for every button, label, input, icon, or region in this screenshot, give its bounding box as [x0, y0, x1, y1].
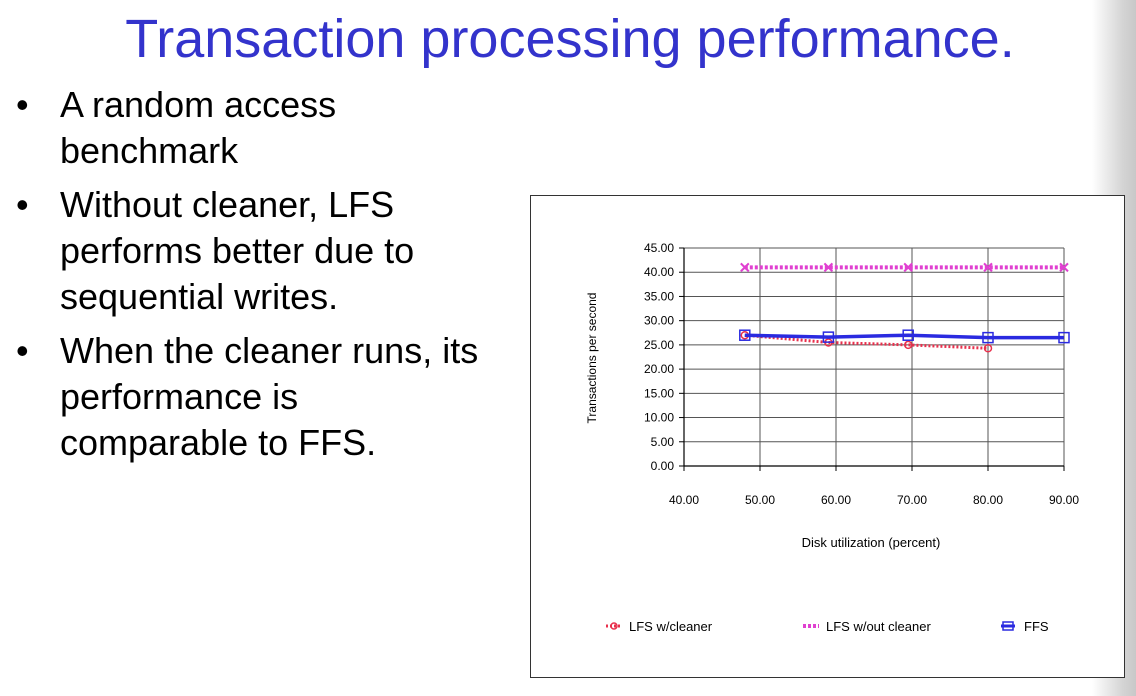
legend-label: LFS w/cleaner	[629, 619, 713, 634]
bullet-text: When the cleaner runs, its performance i…	[60, 330, 479, 463]
data-point-ffs	[902, 329, 914, 341]
data-point-ffs	[739, 329, 751, 341]
bullet-list: • A random access benchmark • Without cl…	[0, 82, 480, 474]
y-tick-label: 40.00	[644, 265, 674, 279]
data-point-lfs-no-cleaner	[740, 262, 750, 273]
grid-layer	[684, 247, 1065, 467]
x-tick-label: 50.00	[745, 493, 775, 507]
legend-label: FFS	[1024, 619, 1049, 634]
y-tick-label: 0.00	[651, 459, 675, 473]
legend-marker-lfs-cleaner	[610, 622, 618, 630]
legend-layer: LFS w/cleaner LFS w/out cleaner FFS	[606, 619, 1049, 634]
y-tick-label: 20.00	[644, 362, 674, 376]
axis-layer: 0.00 5.00 10.00 15.00 20.00 25.00 30.00 35.00 40…	[644, 241, 1079, 507]
y-tick-label: 35.00	[644, 289, 674, 303]
data-point-lfs-no-cleaner	[983, 262, 993, 273]
series-layer	[739, 262, 1070, 353]
data-point-lfs-no-cleaner	[1059, 262, 1069, 273]
x-tick-label: 70.00	[897, 493, 927, 507]
bullet-text: Without cleaner, LFS performs better due…	[60, 184, 415, 317]
y-tick-label: 45.00	[644, 241, 674, 255]
bullet-dot-icon: •	[16, 84, 29, 125]
x-axis-label: Disk utilization (percent)	[802, 535, 941, 550]
bullet-item: • When the cleaner runs, its performance…	[0, 328, 480, 466]
slide-title: Transaction processing performance.	[125, 9, 1015, 69]
data-point-ffs	[982, 331, 994, 344]
data-point-lfs-no-cleaner	[823, 262, 834, 273]
x-tick-label: 80.00	[973, 493, 1003, 507]
y-tick-label: 10.00	[644, 411, 674, 425]
data-point-lfs-no-cleaner	[903, 262, 913, 273]
series-line-ffs	[744, 333, 1064, 340]
legend-label: LFS w/out cleaner	[826, 619, 931, 634]
y-tick-label: 30.00	[644, 314, 674, 328]
bullet-text: A random access benchmark	[60, 84, 337, 171]
data-point-lfs-cleaner	[903, 340, 913, 350]
y-tick-label: 25.00	[644, 338, 674, 352]
bullet-dot-icon: •	[16, 330, 29, 371]
y-axis-label: Transactions per second	[585, 293, 599, 424]
x-tick-label: 90.00	[1049, 493, 1079, 507]
data-point-ffs	[822, 331, 835, 343]
bullet-item: • Without cleaner, LFS performs better d…	[0, 182, 480, 320]
chart-frame: 0.00 5.00 10.00 15.00 20.00 25.00 30.00 35.00 40…	[530, 195, 1125, 678]
data-point-lfs-cleaner	[983, 344, 993, 353]
y-tick-label: 15.00	[644, 386, 674, 400]
bullet-dot-icon: •	[16, 184, 29, 225]
legend-marker-ffs	[1002, 621, 1014, 631]
x-tick-label: 40.00	[669, 493, 699, 507]
bullet-item: • A random access benchmark	[0, 82, 480, 174]
x-tick-label: 60.00	[821, 493, 851, 507]
chart-svg: 0.00 5.00 10.00 15.00 20.00 25.00 30.00 35.00 40…	[585, 241, 1079, 634]
y-tick-label: 5.00	[651, 435, 675, 449]
data-point-ffs	[1058, 331, 1070, 344]
series-line-lfs-cleaner	[744, 333, 989, 350]
